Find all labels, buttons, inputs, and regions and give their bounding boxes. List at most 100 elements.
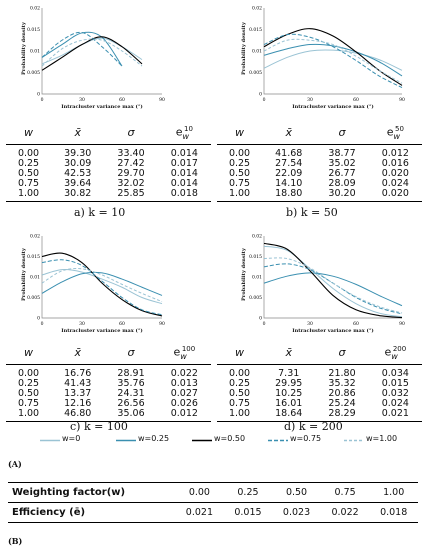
y-tick-label: 0.01 bbox=[252, 49, 262, 55]
x-tick-label: 60 bbox=[119, 97, 125, 103]
column-header: x̄ bbox=[262, 125, 316, 145]
series-line-w=0 bbox=[263, 245, 403, 318]
table-row: 0.25 29.95 35.32 0.015 bbox=[217, 377, 422, 389]
legend-label: w=0.25 bbox=[138, 434, 170, 443]
y-tick-label: 0.015 bbox=[249, 27, 262, 33]
table-cell: 24.31 bbox=[117, 387, 145, 399]
table-cell: 32.02 bbox=[117, 177, 145, 189]
table-cell: 0.25 bbox=[223, 482, 273, 503]
superscript: 50 bbox=[395, 125, 404, 133]
column-header: w bbox=[6, 345, 52, 365]
y-tick-label: 0 bbox=[37, 92, 40, 98]
legend-swatch bbox=[40, 439, 60, 442]
legend-swatch bbox=[192, 439, 212, 442]
table-cell: 0.25 bbox=[17, 377, 40, 389]
subscript: w bbox=[182, 131, 190, 141]
x-axis-label: Intracluster variance max (°) bbox=[61, 328, 143, 334]
table-cell: 35.06 bbox=[104, 409, 158, 422]
table-cell: 0.020 bbox=[368, 189, 422, 202]
table-cell: 0.50 bbox=[17, 387, 40, 399]
table-row: 0.00 16.76 28.91 0.022 bbox=[6, 364, 211, 379]
table-cell: 35.32 bbox=[328, 377, 356, 389]
y-tick-label: 0.015 bbox=[27, 27, 40, 33]
x-tick-label: 30 bbox=[79, 97, 85, 103]
table-cell: 0.014 bbox=[170, 167, 198, 179]
table-cell: 0.00 bbox=[175, 482, 224, 503]
table-cell: 1.00 bbox=[6, 189, 52, 202]
table-cell: 0.00 bbox=[17, 367, 40, 379]
subscript: w bbox=[391, 351, 398, 361]
x-tick-label: 90 bbox=[399, 97, 405, 103]
table-cell: 0.014 bbox=[170, 177, 198, 189]
column-header: w bbox=[6, 125, 52, 145]
table-cell: 7.31 bbox=[278, 367, 300, 379]
series-line-w=1.00 bbox=[41, 38, 143, 67]
chart-svg: 0 0.005 0.01 0.015 0.02 0 30 60 90 bbox=[27, 234, 165, 328]
x-tick-label: 90 bbox=[159, 321, 165, 327]
y-tick-label: 0.01 bbox=[252, 275, 262, 281]
series-line-w=0.75 bbox=[41, 259, 163, 316]
series-line-w=0.50 bbox=[263, 28, 403, 86]
table-cell: 0.023 bbox=[272, 502, 321, 523]
table-cell: 0.022 bbox=[320, 502, 370, 523]
stats-table-d: w x̄ σ ew200 0.00 7.31 21.80 0.034 0.25 29.95 35.3… bbox=[217, 345, 422, 422]
row-header: Weighting factor(w) bbox=[8, 482, 176, 503]
x-tick-label: 0 bbox=[263, 321, 266, 327]
table-row: 0.50 13.37 24.31 0.027 bbox=[6, 387, 211, 399]
table-cell: 0.75 bbox=[320, 482, 370, 503]
table-cell: 30.09 bbox=[64, 157, 92, 169]
table-cell: 0.034 bbox=[381, 367, 409, 379]
table-row: 0.00 39.30 33.40 0.014 bbox=[6, 144, 211, 159]
table-cell: 1.00 bbox=[369, 482, 418, 503]
x-axis-label: Intracluster variance max (°) bbox=[61, 104, 143, 110]
table-cell: 0.014 bbox=[170, 147, 198, 159]
column-header: x̄ bbox=[262, 345, 316, 365]
table-cell: 39.64 bbox=[64, 177, 92, 189]
table-cell: 16.76 bbox=[64, 367, 92, 379]
table-row: 1.00 46.80 35.06 0.012 bbox=[6, 409, 211, 422]
table-cell: 18.80 bbox=[262, 189, 316, 202]
y-tick-label: 0.015 bbox=[27, 254, 40, 260]
column-header: ew200 bbox=[368, 345, 422, 365]
subscript: w bbox=[180, 351, 187, 361]
superscript: 100 bbox=[181, 345, 196, 353]
series-line-w=0.50 bbox=[263, 242, 403, 319]
table-cell: 20.86 bbox=[328, 387, 356, 399]
table-row: 0.00 41.68 38.77 0.012 bbox=[217, 144, 422, 159]
axis-line bbox=[41, 8, 162, 95]
legend-label: w=1.00 bbox=[366, 434, 398, 443]
table-cell: 0.018 bbox=[369, 502, 418, 523]
table-cell: 16.01 bbox=[275, 397, 303, 409]
y-tick-label: 0.005 bbox=[27, 70, 40, 76]
table-row: 0.50 10.25 20.86 0.032 bbox=[217, 387, 422, 399]
table-cell: 0.75 bbox=[17, 397, 40, 409]
series-line-w=0 bbox=[263, 49, 403, 71]
x-tick-label: 90 bbox=[159, 97, 165, 103]
series-line-w=0.25 bbox=[263, 272, 403, 307]
column-header: σ bbox=[104, 345, 158, 365]
table-header-row: w x̄ σ ew100 bbox=[6, 345, 211, 365]
x-tick-label: 60 bbox=[119, 321, 125, 327]
series-line-w=1.00 bbox=[263, 38, 403, 84]
table-header-row: w x̄ σ ew200 bbox=[217, 345, 422, 365]
table-cell: 30.82 bbox=[51, 189, 105, 202]
superscript: 200 bbox=[392, 345, 407, 353]
series-line-w=0.75 bbox=[263, 33, 403, 88]
table-cell: 0.015 bbox=[223, 502, 273, 523]
y-tick-label: 0.005 bbox=[249, 295, 262, 301]
series-line-w=0.25 bbox=[41, 31, 123, 67]
y-axis-label: Probability density bbox=[241, 22, 247, 75]
column-header: ew100 bbox=[157, 345, 211, 365]
column-header: w bbox=[217, 345, 263, 365]
superscript: 10 bbox=[184, 125, 193, 133]
legend-swatch bbox=[116, 439, 136, 442]
series-line-w=0.25 bbox=[41, 271, 163, 296]
x-tick-label: 90 bbox=[399, 321, 405, 327]
efficiency-symbol: e bbox=[173, 345, 181, 359]
table-header-row: w x̄ σ ew10 bbox=[6, 125, 211, 145]
legend-label: w=0 bbox=[62, 434, 81, 443]
table-cell: 21.80 bbox=[328, 367, 356, 379]
table-row: 0.75 12.16 26.56 0.026 bbox=[6, 397, 211, 409]
table-cell: 0.50 bbox=[17, 167, 40, 179]
table-header-row: w x̄ σ ew50 bbox=[217, 125, 422, 145]
